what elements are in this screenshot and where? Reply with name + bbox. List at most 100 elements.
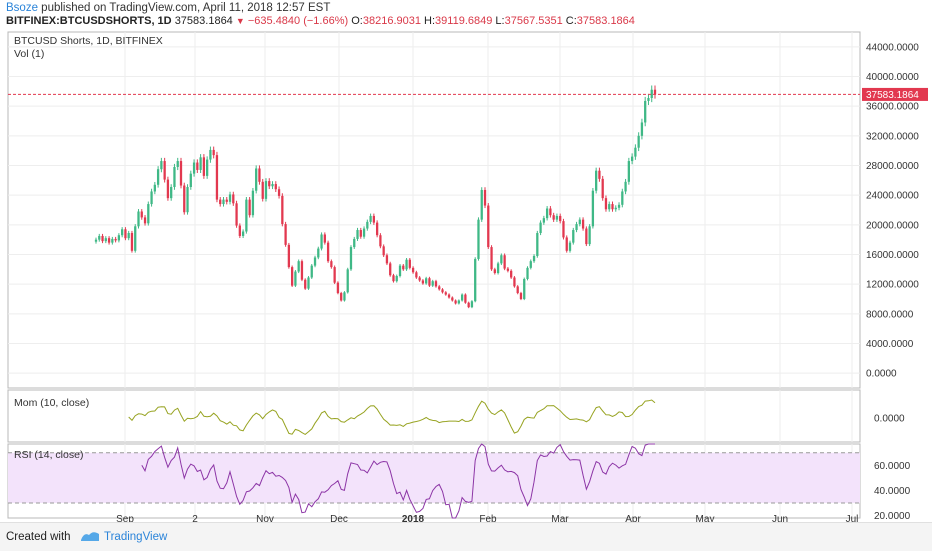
candle-down bbox=[330, 261, 333, 268]
candle-down bbox=[372, 215, 376, 223]
candle-up bbox=[405, 259, 408, 270]
y-tick-label: 12000.0000 bbox=[866, 280, 919, 291]
candle-down bbox=[225, 199, 228, 202]
candle-up bbox=[624, 181, 627, 192]
candle-up bbox=[366, 221, 369, 229]
tradingview-logo-icon bbox=[81, 532, 99, 541]
candle-down bbox=[506, 268, 510, 271]
candle-down bbox=[212, 149, 215, 156]
rsi-line bbox=[141, 443, 655, 519]
candle-up bbox=[431, 281, 434, 286]
candle-down bbox=[215, 155, 219, 200]
candle-up bbox=[634, 147, 637, 157]
candle-down bbox=[290, 267, 294, 286]
y-tick-label: 40000.0000 bbox=[866, 72, 919, 83]
x-tick-label: Jul bbox=[846, 514, 859, 522]
candle-down bbox=[415, 272, 418, 278]
candle-down bbox=[653, 89, 657, 95]
x-tick-label: Jun bbox=[772, 514, 788, 522]
candle-up bbox=[245, 199, 248, 232]
momentum-tick-label: 0.0000 bbox=[874, 414, 905, 425]
candle-down bbox=[516, 286, 519, 294]
candle-down bbox=[196, 162, 199, 170]
candle-up bbox=[264, 181, 268, 199]
candle-down bbox=[261, 181, 264, 199]
candle-down bbox=[219, 199, 222, 205]
candle-down bbox=[604, 198, 608, 210]
candle-down bbox=[490, 247, 493, 270]
candle-down bbox=[402, 265, 405, 270]
close-value: 37583.1864 bbox=[576, 15, 635, 27]
candle-up bbox=[343, 292, 346, 301]
candle-up bbox=[98, 235, 101, 240]
author-link[interactable]: Bsoze bbox=[6, 2, 38, 14]
candle-down bbox=[559, 215, 562, 222]
x-tick-label: May bbox=[696, 514, 715, 522]
candle-up bbox=[568, 242, 572, 251]
candle-down bbox=[611, 204, 614, 210]
down-triangle-icon: ▼ bbox=[235, 16, 245, 26]
candle-down bbox=[284, 224, 287, 245]
rsi-label: RSI (14, close) bbox=[14, 449, 83, 461]
created-with-label: Created with bbox=[6, 531, 71, 543]
candle-down bbox=[235, 203, 238, 226]
candle-up bbox=[644, 100, 647, 123]
y-tick-label: 44000.0000 bbox=[866, 42, 919, 53]
x-tick-label: 2 bbox=[192, 514, 198, 522]
x-tick-label: 2018 bbox=[402, 514, 425, 522]
candle-up bbox=[137, 211, 140, 227]
candle-up bbox=[572, 230, 575, 243]
candle-down bbox=[598, 170, 601, 179]
candle-up bbox=[637, 135, 640, 148]
candle-up bbox=[595, 170, 598, 191]
candle-down bbox=[258, 168, 261, 182]
y-tick-label: 24000.0000 bbox=[866, 191, 919, 202]
candle-up bbox=[474, 258, 477, 302]
price-tag: 37583.1864 bbox=[862, 87, 928, 101]
candle-down bbox=[565, 237, 568, 251]
candle-up bbox=[627, 161, 630, 182]
candle-down bbox=[124, 229, 127, 239]
candle-down bbox=[238, 225, 241, 236]
candle-up bbox=[297, 261, 300, 272]
x-tick-label: Dec bbox=[330, 514, 348, 522]
y-tick-label: 20000.0000 bbox=[866, 220, 919, 231]
candle-up bbox=[153, 184, 156, 192]
candle-down bbox=[114, 238, 117, 241]
change-value: −635.4840 (−1.66%) bbox=[247, 15, 349, 27]
candle-down bbox=[451, 297, 454, 301]
candle-up bbox=[111, 238, 114, 243]
candle-down bbox=[166, 179, 170, 199]
candle-down bbox=[143, 217, 147, 224]
candle-down bbox=[483, 189, 487, 206]
tradingview-link[interactable]: TradingView bbox=[104, 531, 168, 543]
candle-up bbox=[545, 208, 549, 219]
candle-up bbox=[542, 218, 545, 223]
chart-area[interactable]: 44000.0000 40000.0000 36000.0000 32000.0000… bbox=[0, 28, 932, 525]
candle-up bbox=[539, 222, 542, 233]
candle-down bbox=[385, 255, 389, 264]
candle-down bbox=[601, 178, 604, 199]
candle-up bbox=[647, 98, 650, 101]
candle-up bbox=[170, 187, 173, 199]
candle-up bbox=[526, 267, 529, 279]
candle-up bbox=[255, 168, 258, 191]
candle-down bbox=[375, 222, 379, 236]
candle-up bbox=[362, 228, 366, 237]
open-value: 38216.9031 bbox=[362, 15, 421, 27]
candle-up bbox=[480, 189, 483, 220]
x-tick-label: Mar bbox=[551, 514, 569, 522]
candle-down bbox=[444, 292, 447, 295]
x-tick-label: Sep bbox=[116, 514, 134, 522]
rsi-band bbox=[8, 452, 860, 503]
candle-up bbox=[186, 187, 189, 213]
candle-up bbox=[160, 161, 163, 170]
candle-up bbox=[176, 161, 179, 167]
candle-down bbox=[467, 302, 470, 308]
candle-down bbox=[389, 263, 392, 276]
candle-down bbox=[248, 199, 251, 216]
y-tick-label: 28000.0000 bbox=[866, 161, 919, 172]
chart-svg[interactable]: 44000.0000 40000.0000 36000.0000 32000.0000… bbox=[0, 28, 932, 525]
candle-down bbox=[438, 286, 441, 290]
candle-up bbox=[127, 232, 130, 239]
